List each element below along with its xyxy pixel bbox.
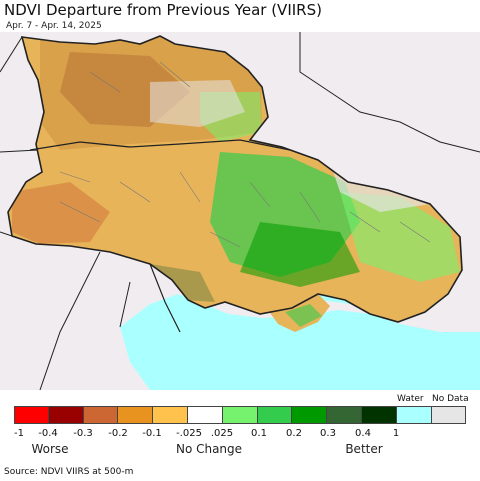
legend-better-label: Better [345, 442, 383, 456]
legend-swatch-9 [292, 406, 328, 424]
legend-swatch-1 [14, 406, 49, 424]
legend-tick: -1 [14, 428, 24, 439]
neighbor-borders [0, 32, 480, 390]
legend-tick: 0.4 [355, 428, 371, 439]
legend-swatch-2 [48, 406, 84, 424]
legend-tick: -0.2 [108, 428, 128, 439]
legend-bar [14, 406, 467, 424]
legend-swatch-10 [327, 406, 362, 424]
legend-tick: 0.1 [251, 428, 267, 439]
legend-swatch-8 [257, 406, 293, 424]
black-sea [120, 294, 480, 390]
legend-swatch-4 [118, 406, 154, 424]
legend-swatch-6 [187, 406, 223, 424]
legend-tick: -0.4 [38, 428, 58, 439]
nodata-legend-label: No Data [432, 394, 469, 404]
ndvi-map [0, 32, 480, 390]
internal-boundary [29, 139, 291, 151]
legend-swatch-7 [222, 406, 258, 424]
legend-swatch-nodata [431, 406, 467, 424]
legend-swatch-5 [153, 406, 188, 424]
country-border [7, 35, 463, 323]
moldova-border [149, 263, 181, 333]
legend-tick: 1 [392, 428, 400, 439]
legend-swatch-water [396, 406, 432, 424]
legend-swatch-11 [361, 406, 397, 424]
legend-swatch-3 [83, 406, 119, 424]
oblast-lines [59, 61, 431, 248]
map-title: NDVI Departure from Previous Year (VIIRS… [4, 1, 322, 19]
water-legend-label: Water [397, 394, 424, 404]
map-canvas [0, 32, 480, 390]
legend-tick: -0.1 [142, 428, 162, 439]
date-range: Apr. 7 - Apr. 14, 2025 [6, 21, 102, 31]
legend-no-change-label: No Change [175, 442, 243, 456]
legend-tick: .025 [210, 428, 234, 439]
legend-tick: 0.3 [320, 428, 336, 439]
legend-tick: 0.2 [286, 428, 302, 439]
legend-tick: -0.3 [73, 428, 93, 439]
legend-tick: -.025 [176, 428, 202, 439]
source-note: Source: NDVI VIIRS at 500-m [4, 467, 134, 477]
legend-worse-label: Worse [31, 442, 69, 456]
